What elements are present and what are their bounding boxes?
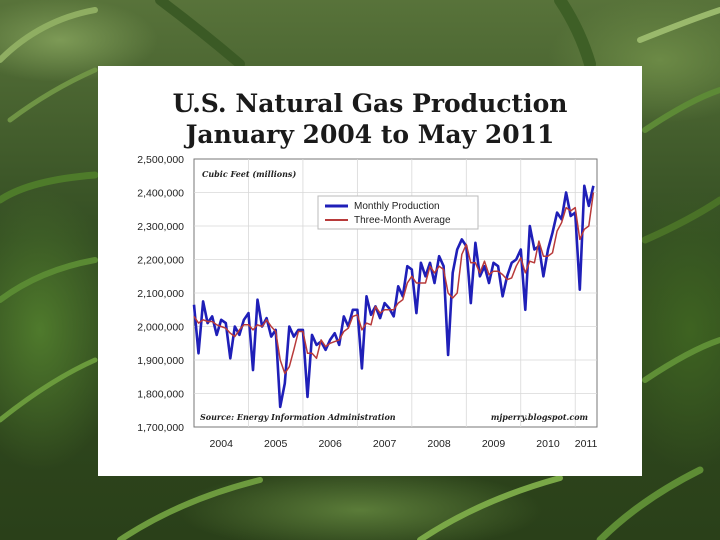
x-tick-label: 2004 xyxy=(210,438,234,450)
chart-subtitle: January 2004 to May 2011 xyxy=(185,120,555,149)
y-tick-label: 2,000,000 xyxy=(137,322,184,334)
x-tick-label: 2006 xyxy=(318,438,342,450)
x-tick-label: 2010 xyxy=(536,438,560,450)
credit-note: mjperry.blogspot.com xyxy=(491,412,588,422)
y-axis-ticks: 1,700,000 1,800,000 1,900,000 2,000,000 2,10… xyxy=(137,154,184,434)
y-tick-label: 2,100,000 xyxy=(137,288,184,300)
x-tick-label: 2007 xyxy=(373,438,397,450)
y-tick-label: 2,500,000 xyxy=(137,154,184,166)
y-tick-label: 1,700,000 xyxy=(137,422,184,434)
line-chart: 1,700,000 1,800,000 1,900,000 2,000,000 2,10… xyxy=(137,154,598,476)
legend-box xyxy=(317,195,479,230)
y-tick-label: 1,900,000 xyxy=(137,355,184,367)
legend: Monthly Production Three-Month Average xyxy=(317,195,479,230)
legend-label-average: Three-Month Average xyxy=(354,215,451,226)
x-tick-label: 2005 xyxy=(264,438,288,450)
chart-card: U.S. Natural Gas Production January 2004… xyxy=(98,66,642,476)
chart-title: U.S. Natural Gas Production xyxy=(172,89,568,118)
y-tick-label: 2,400,000 xyxy=(137,188,184,200)
x-axis-ticks: 2004 2005 2006 2007 2008 2009 2010 2011 xyxy=(210,438,598,450)
series-line-three-month-average xyxy=(193,192,595,375)
x-tick-label: 2009 xyxy=(482,438,506,450)
y-tick-label: 2,200,000 xyxy=(137,255,184,267)
legend-label-monthly: Monthly Production xyxy=(354,201,440,212)
x-tick-label: 2011 xyxy=(575,438,598,450)
y-tick-label: 1,800,000 xyxy=(137,389,184,401)
y-axis-label: Cubic Feet (millions) xyxy=(202,169,296,179)
series-lines xyxy=(192,184,595,409)
x-tick-label: 2008 xyxy=(427,438,451,450)
y-tick-label: 2,300,000 xyxy=(137,221,184,233)
chart-title-block: U.S. Natural Gas Production January 2004… xyxy=(98,88,642,150)
source-note: Source: Energy Information Administratio… xyxy=(200,412,396,422)
series-line-monthly-production xyxy=(192,184,595,409)
